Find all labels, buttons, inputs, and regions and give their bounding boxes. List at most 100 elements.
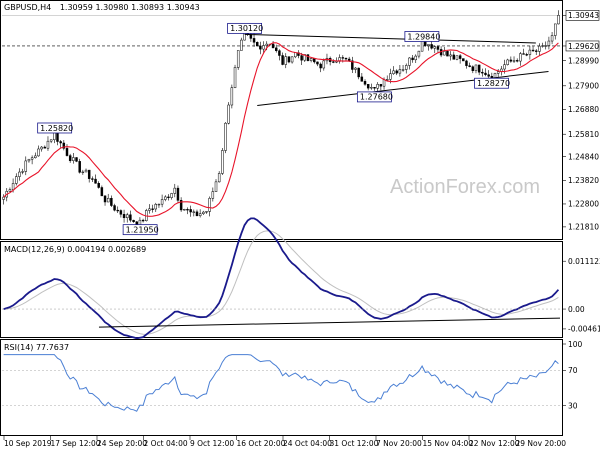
rsi-axis: 100 70 30 bbox=[562, 340, 583, 410]
candle-body bbox=[468, 65, 471, 67]
candle-body bbox=[389, 73, 392, 80]
rsi-series bbox=[2, 354, 560, 412]
price-panel bbox=[0, 0, 563, 240]
time-tick-label: 31 Oct 12:00 bbox=[330, 439, 379, 448]
candle-body bbox=[151, 208, 154, 210]
candle-body bbox=[557, 15, 560, 25]
rsi-line bbox=[3, 354, 559, 412]
time-tick-label: 24 Oct 04:00 bbox=[283, 439, 332, 448]
candle-body bbox=[382, 79, 386, 87]
price-tick-label: 1.24840 bbox=[568, 152, 599, 161]
candle-body bbox=[503, 64, 506, 70]
price-annotation-box bbox=[227, 22, 262, 34]
candle-body bbox=[202, 211, 205, 214]
rsi-tick-label: 30 bbox=[568, 401, 578, 410]
time-tick-label: 15 Nov 04:00 bbox=[423, 439, 474, 448]
rsi-tick-label: 70 bbox=[568, 366, 578, 375]
candle-body bbox=[554, 23, 557, 36]
price-tick-label: 1.22800 bbox=[568, 200, 599, 209]
candle-body bbox=[91, 178, 94, 180]
candle-body bbox=[62, 142, 66, 149]
candle-body bbox=[265, 43, 268, 46]
candle-body bbox=[40, 146, 43, 150]
time-tick-label: 16 Oct 20:00 bbox=[237, 439, 286, 448]
candle-body bbox=[21, 171, 24, 173]
candle-body bbox=[259, 45, 262, 50]
candle-body bbox=[360, 76, 364, 82]
candle-body bbox=[401, 69, 405, 71]
candle-body bbox=[538, 45, 541, 52]
candle-body bbox=[484, 72, 487, 75]
price-annotation-box bbox=[474, 77, 509, 89]
candle-body bbox=[192, 211, 196, 213]
price-annotation-box bbox=[356, 91, 392, 103]
candle-body bbox=[255, 42, 259, 47]
time-tick-label: 7 Nov 20:00 bbox=[376, 439, 422, 448]
price-tick-label: 1.23820 bbox=[568, 176, 599, 185]
candle-body bbox=[281, 55, 284, 65]
trendline bbox=[257, 70, 549, 106]
candle-body bbox=[164, 196, 167, 200]
macd-trendline bbox=[98, 317, 561, 328]
candle-body bbox=[528, 49, 532, 55]
candle-body bbox=[411, 57, 414, 61]
candle-body bbox=[205, 211, 208, 213]
candle-body bbox=[75, 157, 78, 162]
candle-body bbox=[97, 183, 100, 188]
time-tick-label: 29 Nov 20:00 bbox=[516, 439, 567, 448]
candle-body bbox=[449, 54, 452, 57]
candle-body bbox=[417, 50, 421, 57]
candle-body bbox=[525, 54, 528, 56]
candle-body bbox=[363, 81, 367, 85]
candle-body bbox=[176, 187, 180, 201]
price-annotations: 1.30120 1.29840 1.27680 1.28270 1.25820 1.219… bbox=[37, 22, 510, 236]
candle-body bbox=[46, 140, 50, 149]
candle-body bbox=[72, 157, 75, 161]
candle-body bbox=[81, 171, 85, 174]
candle-body bbox=[496, 71, 500, 74]
macd-series bbox=[2, 217, 561, 340]
candle-body bbox=[122, 214, 126, 219]
price-annotation-label: 1.30120 bbox=[230, 24, 263, 33]
price-header: GBPUSD,H4 1.30959 1.30980 1.30893 1.3094… bbox=[4, 3, 200, 12]
candle-body bbox=[430, 44, 433, 49]
candle-body bbox=[376, 84, 379, 89]
candle-body bbox=[385, 79, 389, 81]
candle-body bbox=[18, 171, 21, 177]
candle-body bbox=[373, 87, 376, 89]
candle-body bbox=[294, 52, 297, 58]
candle-body bbox=[34, 155, 37, 159]
candle-body bbox=[534, 50, 538, 52]
candle-body bbox=[550, 35, 554, 42]
candle-body bbox=[462, 58, 465, 62]
candle-body bbox=[189, 209, 192, 213]
candle-body bbox=[170, 193, 173, 198]
candle-body bbox=[116, 209, 119, 212]
time-tick-label: 10 Sep 2019 bbox=[4, 439, 52, 448]
candle-body bbox=[65, 148, 69, 156]
candle-body bbox=[173, 187, 177, 194]
candle-body bbox=[290, 56, 294, 63]
candle-body bbox=[319, 63, 322, 69]
candle-body bbox=[414, 55, 417, 61]
candle-body bbox=[87, 169, 91, 179]
candle-body bbox=[30, 157, 34, 160]
price-annotation-label: 1.21950 bbox=[126, 225, 159, 234]
candle-body bbox=[284, 56, 287, 65]
candle-body bbox=[208, 198, 211, 212]
candle-body bbox=[541, 45, 544, 47]
rsi-tick-label: 100 bbox=[568, 340, 583, 349]
candle-body bbox=[455, 55, 459, 60]
trendline bbox=[244, 33, 536, 44]
candle-body bbox=[100, 187, 104, 197]
macd-line bbox=[3, 217, 560, 340]
candle-body bbox=[316, 61, 319, 65]
candle-body bbox=[446, 51, 449, 57]
price-tick-label: 1.25810 bbox=[568, 130, 599, 139]
candle-body bbox=[78, 161, 81, 173]
price-tag-box bbox=[565, 40, 600, 52]
candle-body bbox=[309, 58, 313, 61]
candle-body bbox=[547, 40, 551, 46]
